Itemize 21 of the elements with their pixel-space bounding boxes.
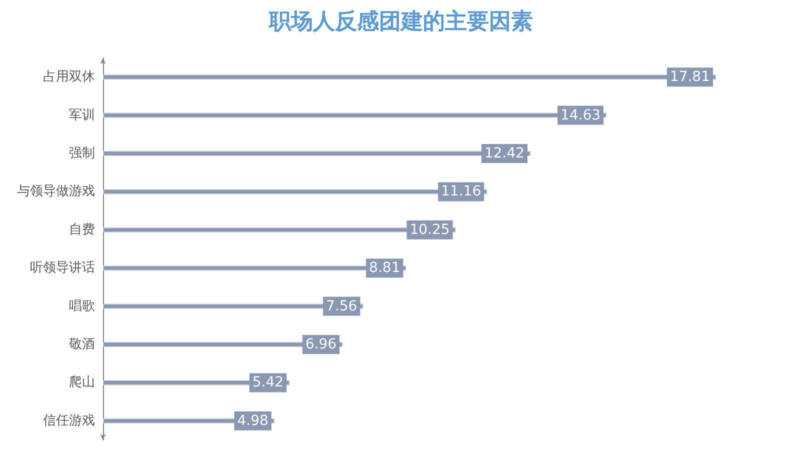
y-tick-label: 强制 <box>69 146 95 161</box>
y-tick-label: 自费 <box>69 222 95 238</box>
data-label: 4.98 <box>237 412 268 429</box>
data-label: 14.63 <box>560 107 601 124</box>
y-tick-label: 唱歌 <box>69 298 95 314</box>
y-tick-label: 敬酒 <box>69 337 95 352</box>
y-tick-label: 信任游戏 <box>43 413 95 428</box>
y-tick-label: 与领导做游戏 <box>17 184 95 200</box>
data-label: 11.16 <box>441 184 482 200</box>
data-label: 6.96 <box>305 336 337 352</box>
data-label: 8.81 <box>369 260 400 276</box>
data-label: 5.42 <box>252 374 284 391</box>
y-tick-label: 听领导讲话 <box>30 260 95 276</box>
data-label: 7.56 <box>326 298 358 314</box>
data-label: 12.42 <box>484 146 524 162</box>
chart-title: 职场人反感团建的主要因素 <box>268 8 533 34</box>
y-tick-label: 占用双休 <box>43 70 95 85</box>
data-label: 17.81 <box>670 69 710 86</box>
y-tick-label: 军训 <box>69 108 95 123</box>
y-tick-label: 爬山 <box>69 375 95 390</box>
data-label: 10.25 <box>410 222 450 238</box>
